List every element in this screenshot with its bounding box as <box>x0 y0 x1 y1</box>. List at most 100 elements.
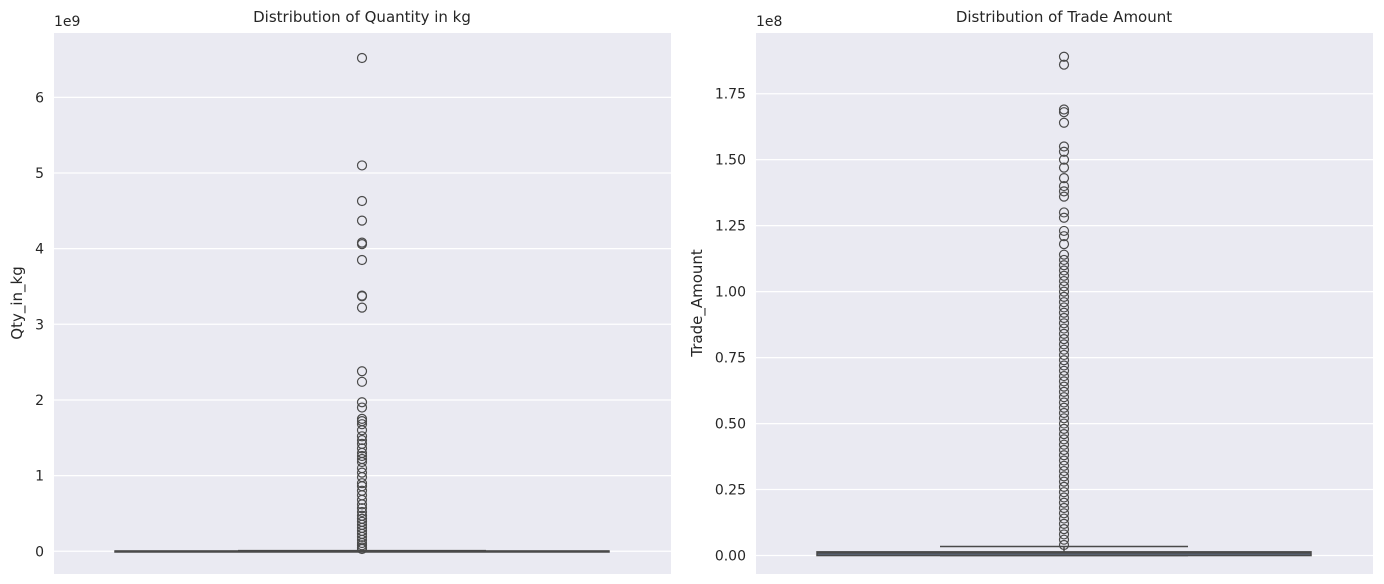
outlier-point <box>1058 487 1070 498</box>
outlier-point <box>1058 334 1070 345</box>
outlier-point <box>356 503 368 514</box>
ytick-label: 0.75 <box>715 351 746 367</box>
outlier-point <box>356 239 368 250</box>
outlier-point <box>356 291 368 302</box>
outlier-point <box>1058 360 1070 371</box>
outlier-point <box>1058 302 1070 313</box>
outlier-point <box>1058 397 1070 408</box>
outlier-point <box>1058 59 1070 70</box>
outlier-point <box>1058 249 1070 260</box>
outlier-point <box>356 254 368 266</box>
outlier-point <box>1058 434 1070 445</box>
ytick-labels-quantity: 0 1 2 3 4 5 6 <box>35 90 44 560</box>
ytick-label: 4 <box>35 242 44 258</box>
outlier-point <box>1058 465 1070 477</box>
outlier-point <box>1058 107 1070 118</box>
chart-title-quantity: Distribution of Quantity in kg <box>253 8 471 26</box>
outlier-point <box>1058 146 1070 157</box>
outlier-point <box>356 443 368 454</box>
outlier-point <box>1058 518 1070 529</box>
box-iqr <box>816 551 1312 557</box>
outlier-point <box>1058 51 1070 62</box>
chart-title-trade-amount: Distribution of Trade Amount <box>956 8 1172 26</box>
outlier-point <box>1058 239 1070 250</box>
outlier-point <box>1058 231 1070 242</box>
outlier-point <box>1058 260 1070 271</box>
outlier-point <box>1058 402 1070 413</box>
outlier-point <box>1058 539 1070 551</box>
outlier-point <box>1058 450 1070 461</box>
outlier-point <box>356 419 368 430</box>
outlier-point <box>1058 502 1070 514</box>
outlier-point <box>1058 312 1070 324</box>
ytick-label: 0.50 <box>715 417 746 433</box>
outlier-point <box>356 376 368 387</box>
outlier-point <box>1058 154 1070 165</box>
outlier-point <box>1058 173 1070 184</box>
ytick-label: 1.25 <box>715 219 746 235</box>
outlier-point <box>1058 497 1070 508</box>
outlier-point <box>1058 281 1070 292</box>
outlier-point <box>356 456 368 468</box>
ytick-labels-trade-amount: 0.00 0.25 0.50 0.75 1.00 1.25 1.50 1.75 <box>715 87 746 565</box>
outlier-point <box>1058 191 1070 202</box>
outlier-point <box>1058 162 1070 173</box>
gridlines-trade-amount <box>756 93 1373 557</box>
outlier-point <box>1058 275 1070 287</box>
outlier-point <box>1058 460 1070 471</box>
outlier-point <box>1058 439 1070 450</box>
ytick-label: 1.00 <box>715 285 746 301</box>
outlier-point <box>356 397 368 408</box>
outlier-point <box>1058 476 1070 487</box>
outlier-point <box>1058 407 1070 419</box>
outlier-point <box>1058 508 1070 519</box>
outlier-point <box>1058 429 1070 440</box>
boxplot-quantity <box>114 52 610 555</box>
outlier-point <box>356 543 368 555</box>
outlier-point <box>356 494 368 505</box>
outlier-point <box>356 160 368 171</box>
outlier-point <box>1058 323 1070 334</box>
outlier-point <box>1058 481 1070 493</box>
outlier-point <box>356 302 368 313</box>
outlier-point <box>1058 524 1070 535</box>
outlier-point <box>356 434 368 446</box>
outlier-point <box>356 425 368 436</box>
subplot-trade-amount: 0.00 0.25 0.50 0.75 1.00 1.25 1.50 1.75 Distrib… <box>688 8 1373 574</box>
ylabel-trade-amount: Trade_Amount <box>688 249 707 358</box>
outlier-point <box>1058 376 1070 387</box>
offset-label-quantity: 1e9 <box>54 14 80 30</box>
outlier-point <box>356 467 368 478</box>
outlier-point <box>1058 225 1070 237</box>
outlier-point <box>1058 212 1070 223</box>
outlier-point <box>356 195 368 207</box>
ytick-label: 0.00 <box>715 549 746 565</box>
offset-label-trade-amount: 1e8 <box>756 14 782 30</box>
outlier-point <box>1058 529 1070 540</box>
ytick-label: 1 <box>35 469 44 485</box>
outlier-point <box>1058 381 1070 392</box>
outlier-point <box>1058 413 1070 424</box>
ytick-label: 2 <box>35 393 44 409</box>
ytick-label: 3 <box>35 317 44 333</box>
outlier-point <box>1058 318 1070 329</box>
outlier-point <box>1058 423 1070 434</box>
outlier-point <box>1058 386 1070 398</box>
ytick-label: 1.75 <box>715 87 746 103</box>
outlier-point <box>356 431 368 442</box>
ytick-label: 1.50 <box>715 153 746 169</box>
outlier-point <box>1058 307 1070 318</box>
outlier-point <box>1058 349 1070 361</box>
outlier-point <box>1058 370 1070 382</box>
outlier-point <box>1058 355 1070 366</box>
outlier-point <box>356 506 368 518</box>
outlier-point <box>1058 180 1070 192</box>
outlier-point <box>1058 444 1070 456</box>
outlier-point <box>356 499 368 510</box>
outlier-point <box>356 215 368 226</box>
outlier-point <box>1058 328 1070 339</box>
outlier-point <box>1058 365 1070 376</box>
ytick-label: 0 <box>35 544 44 560</box>
outlier-point <box>1058 513 1070 524</box>
